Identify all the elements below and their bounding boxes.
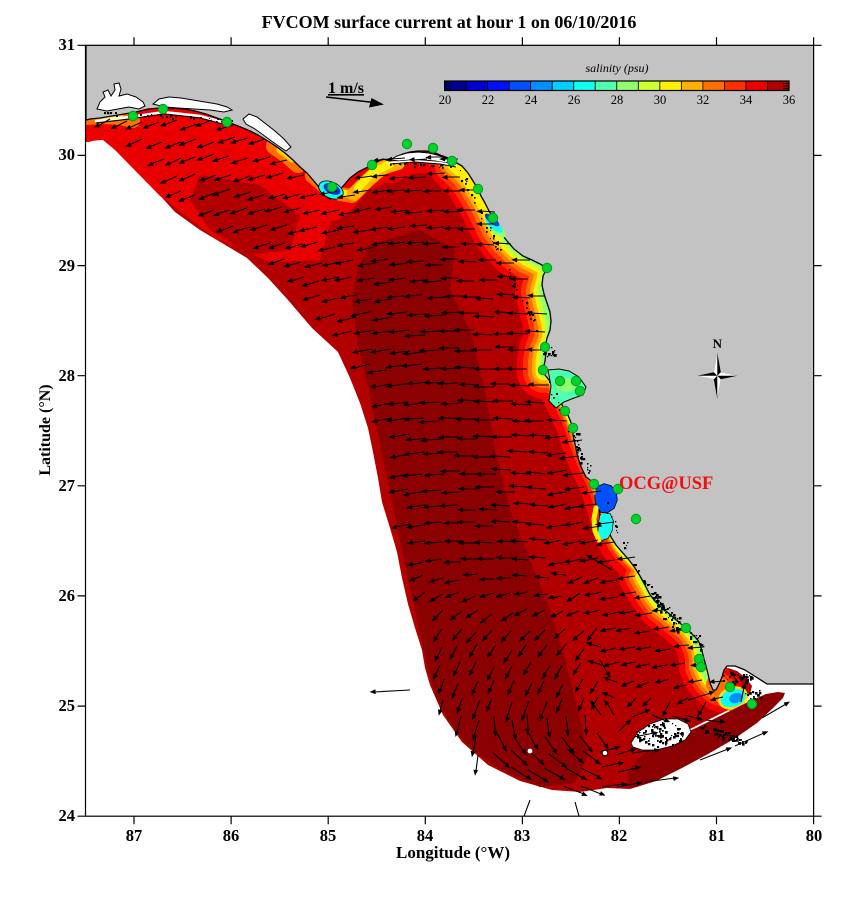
svg-text:87: 87 xyxy=(126,826,143,845)
svg-text:30: 30 xyxy=(654,93,667,107)
svg-text:83: 83 xyxy=(514,826,531,845)
svg-text:26: 26 xyxy=(568,93,581,107)
svg-text:34: 34 xyxy=(740,93,753,107)
svg-text:81: 81 xyxy=(709,826,726,845)
svg-text:24: 24 xyxy=(59,806,76,825)
svg-text:28: 28 xyxy=(611,93,624,107)
svg-text:80: 80 xyxy=(806,826,823,845)
svg-text:FVCOM surface current at hour: FVCOM surface current at hour 1 on 06/10… xyxy=(262,12,637,32)
svg-text:82: 82 xyxy=(611,826,628,845)
svg-text:31: 31 xyxy=(59,35,76,54)
svg-text:20: 20 xyxy=(439,93,452,107)
svg-text:26: 26 xyxy=(59,586,76,605)
svg-text:30: 30 xyxy=(59,145,76,164)
svg-text:N: N xyxy=(713,336,723,351)
svg-text:salinity (psu): salinity (psu) xyxy=(586,61,649,75)
svg-text:86: 86 xyxy=(223,826,240,845)
svg-text:84: 84 xyxy=(417,826,434,845)
svg-text:1 m/s: 1 m/s xyxy=(328,80,364,97)
svg-text:85: 85 xyxy=(320,826,337,845)
svg-text:32: 32 xyxy=(697,93,710,107)
svg-text:28: 28 xyxy=(59,366,76,385)
svg-text:36: 36 xyxy=(783,93,796,107)
svg-text:22: 22 xyxy=(482,93,495,107)
svg-text:OCG@USF: OCG@USF xyxy=(619,474,713,494)
svg-text:Latitude (°N): Latitude (°N) xyxy=(37,384,54,475)
svg-text:24: 24 xyxy=(525,93,538,107)
svg-text:27: 27 xyxy=(59,476,76,495)
svg-text:29: 29 xyxy=(59,256,76,275)
svg-text:Longitude (°W): Longitude (°W) xyxy=(396,843,510,862)
svg-text:25: 25 xyxy=(59,696,76,715)
